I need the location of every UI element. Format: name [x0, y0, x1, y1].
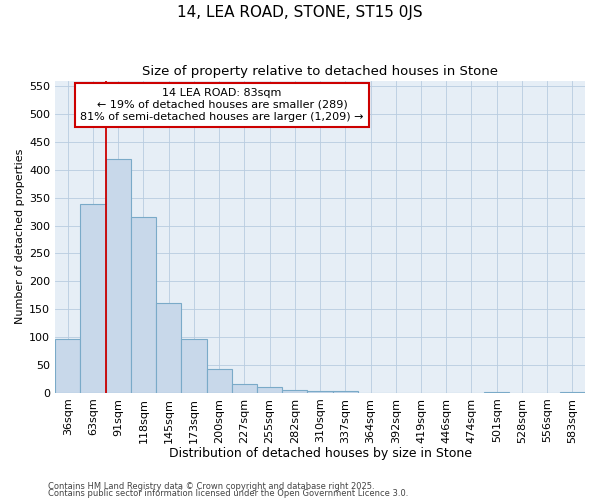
X-axis label: Distribution of detached houses by size in Stone: Distribution of detached houses by size …	[169, 447, 472, 460]
Bar	[484, 392, 509, 393]
Bar	[307, 390, 332, 393]
Bar	[560, 392, 585, 393]
Title: Size of property relative to detached houses in Stone: Size of property relative to detached ho…	[142, 65, 498, 78]
Text: 14, LEA ROAD, STONE, ST15 0JS: 14, LEA ROAD, STONE, ST15 0JS	[177, 5, 423, 20]
Bar	[131, 217, 156, 393]
Bar	[257, 388, 282, 393]
Bar	[282, 390, 307, 393]
Bar	[55, 339, 80, 393]
Bar	[181, 339, 206, 393]
Y-axis label: Number of detached properties: Number of detached properties	[15, 149, 25, 324]
Bar	[232, 384, 257, 393]
Bar	[332, 390, 358, 393]
Text: Contains public sector information licensed under the Open Government Licence 3.: Contains public sector information licen…	[48, 489, 409, 498]
Text: 14 LEA ROAD: 83sqm
← 19% of detached houses are smaller (289)
81% of semi-detach: 14 LEA ROAD: 83sqm ← 19% of detached hou…	[80, 88, 364, 122]
Bar	[106, 158, 131, 393]
Bar	[206, 370, 232, 393]
Text: Contains HM Land Registry data © Crown copyright and database right 2025.: Contains HM Land Registry data © Crown c…	[48, 482, 374, 491]
Bar	[80, 204, 106, 393]
Bar	[156, 302, 181, 393]
